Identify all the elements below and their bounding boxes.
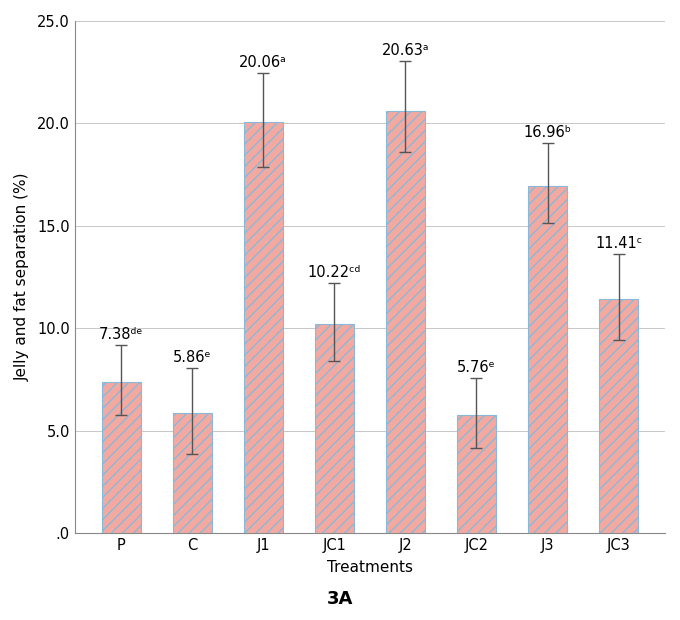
X-axis label: Treatments: Treatments — [327, 560, 413, 575]
Bar — [386, 110, 425, 533]
Bar — [173, 413, 211, 533]
Text: 5.76ᵉ: 5.76ᵉ — [457, 360, 496, 375]
Text: 3A: 3A — [327, 590, 353, 608]
Bar — [101, 382, 141, 533]
Bar — [528, 186, 567, 533]
Bar — [315, 324, 354, 533]
Bar — [243, 122, 283, 533]
Text: 20.06ᵃ: 20.06ᵃ — [239, 55, 287, 70]
Text: 5.86ᵉ: 5.86ᵉ — [173, 350, 211, 365]
Bar — [457, 415, 496, 533]
Text: 20.63ᵃ: 20.63ᵃ — [381, 43, 429, 58]
Text: 16.96ᵇ: 16.96ᵇ — [524, 125, 572, 140]
Text: 10.22ᶜᵈ: 10.22ᶜᵈ — [307, 265, 361, 280]
Bar — [599, 299, 638, 533]
Text: 11.41ᶜ: 11.41ᶜ — [595, 236, 642, 251]
Y-axis label: Jelly and fat separation (%): Jelly and fat separation (%) — [15, 173, 30, 381]
Text: 7.38ᵈᵉ: 7.38ᵈᵉ — [99, 327, 143, 342]
